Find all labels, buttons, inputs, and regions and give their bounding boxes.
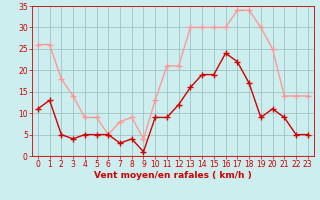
X-axis label: Vent moyen/en rafales ( km/h ): Vent moyen/en rafales ( km/h ) [94, 171, 252, 180]
